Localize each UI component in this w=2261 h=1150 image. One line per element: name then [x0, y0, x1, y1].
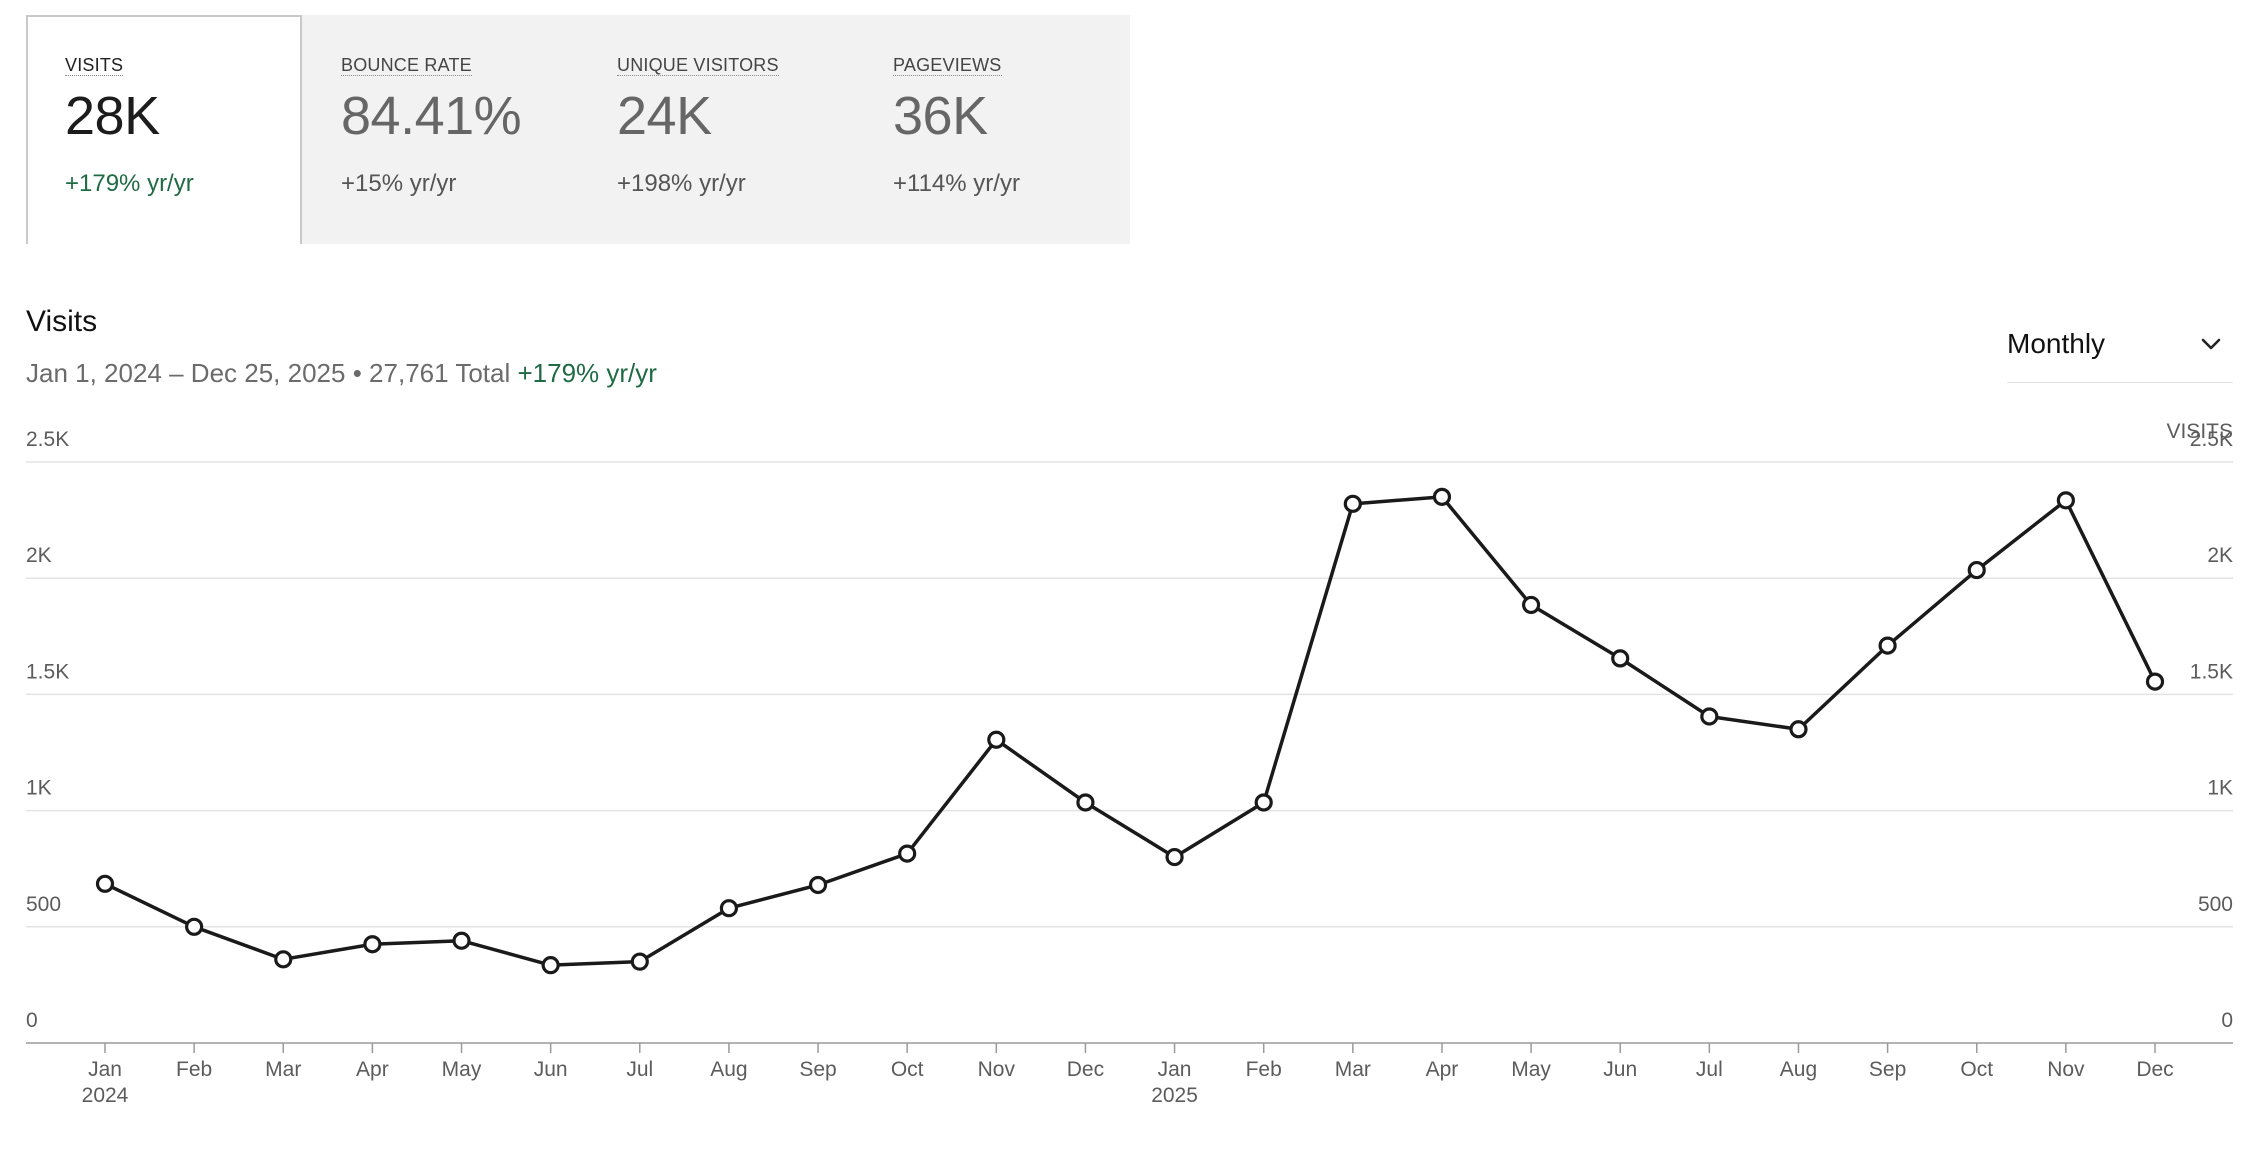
- tab-pageviews[interactable]: PAGEVIEWS 36K +114% yr/yr: [854, 15, 1130, 244]
- tab-visits[interactable]: VISITS 28K +179% yr/yr: [26, 15, 302, 244]
- tab-bounce-rate[interactable]: BOUNCE RATE 84.41% +15% yr/yr: [302, 15, 578, 244]
- x-axis: Jan 2024 Feb Mar Apr May Jun Jul Aug Sep Oct Nov Dec…: [82, 1043, 2174, 1107]
- x-tick-label: Feb: [176, 1058, 212, 1081]
- total-count: 27,761 Total: [369, 358, 511, 388]
- y-tick-label-right: 2K: [2207, 544, 2233, 567]
- data-point[interactable]: [2145, 672, 2165, 691]
- data-point[interactable]: [1878, 636, 1897, 655]
- data-point[interactable]: [898, 844, 917, 863]
- x-tick-label: Jun: [1603, 1058, 1637, 1081]
- dropdown-selected: Monthly: [2007, 328, 2106, 359]
- y-tick-label-right: 500: [2198, 893, 2233, 916]
- x-tick-label: Mar: [1335, 1058, 1371, 1081]
- y-tick-label-left: 1K: [26, 777, 52, 800]
- x-tick-label: Jul: [1696, 1058, 1723, 1081]
- x-tick-label: Jun: [534, 1058, 568, 1081]
- x-tick-label: Jan: [1158, 1058, 1192, 1081]
- tab-label: VISITS: [65, 55, 124, 76]
- x-year-label: 2025: [1151, 1084, 1198, 1107]
- x-tick-label: Sep: [799, 1058, 836, 1081]
- x-tick-label: May: [442, 1058, 482, 1081]
- data-point[interactable]: [541, 956, 560, 975]
- chart-title: Visits: [26, 305, 98, 338]
- total-change: +179% yr/yr: [517, 358, 657, 388]
- x-tick-label: Aug: [1780, 1058, 1817, 1081]
- date-range: Jan 1, 2024 – Dec 25, 2025: [26, 358, 346, 388]
- y-tick-label-right: 2.5K: [2190, 428, 2233, 451]
- tab-label: UNIQUE VISITORS: [617, 55, 779, 76]
- data-point[interactable]: [987, 730, 1006, 749]
- chart-subtitle: Jan 1, 2024 – Dec 25, 2025 • 27,761 Tota…: [26, 358, 657, 389]
- data-point[interactable]: [363, 935, 382, 954]
- y-axis-right: 0 500 1K 1.5K 2K 2.5K: [2190, 428, 2233, 1032]
- y-axis-left: 0 500 1K 1.5K 2K 2.5K: [26, 428, 69, 1032]
- data-point[interactable]: [185, 917, 204, 936]
- y-tick-label-left: 2.5K: [26, 428, 69, 451]
- tab-change: +114% yr/yr: [893, 170, 1020, 197]
- data-point[interactable]: [2056, 491, 2075, 510]
- data-point[interactable]: [1076, 793, 1095, 812]
- data-point[interactable]: [1700, 707, 1719, 726]
- data-point[interactable]: [719, 899, 739, 918]
- tab-unique-visitors[interactable]: UNIQUE VISITORS 24K +198% yr/yr: [578, 15, 854, 244]
- y-tick-label-right: 1.5K: [2190, 660, 2233, 683]
- x-tick-label: Oct: [1960, 1058, 1993, 1081]
- tab-change: +15% yr/yr: [341, 170, 457, 197]
- y-tick-label-right: 1K: [2207, 777, 2233, 800]
- data-point[interactable]: [630, 952, 649, 971]
- x-tick-label: Nov: [978, 1058, 1016, 1081]
- x-tick-label: Mar: [265, 1058, 301, 1081]
- data-point[interactable]: [808, 875, 828, 895]
- tab-value: 24K: [617, 86, 712, 146]
- x-tick-label: Jul: [626, 1058, 653, 1081]
- data-point[interactable]: [1165, 847, 1184, 867]
- x-tick-label: Dec: [1067, 1058, 1104, 1081]
- data-point[interactable]: [1432, 487, 1452, 506]
- y-tick-label-left: 500: [26, 893, 61, 916]
- data-point[interactable]: [1343, 494, 1362, 513]
- y-tick-label-right: 0: [2221, 1009, 2233, 1032]
- x-tick-label: May: [1511, 1058, 1551, 1081]
- data-point[interactable]: [1521, 595, 1541, 615]
- x-tick-label: Aug: [710, 1058, 747, 1081]
- x-tick-label: Apr: [1426, 1058, 1459, 1081]
- y-tick-label-left: 0: [26, 1009, 38, 1032]
- data-point[interactable]: [1254, 793, 1273, 812]
- y-tick-label-left: 1.5K: [26, 660, 69, 683]
- x-tick-label: Feb: [1246, 1058, 1282, 1081]
- tab-value: 36K: [893, 86, 988, 146]
- tab-change: +198% yr/yr: [617, 170, 746, 197]
- x-tick-label: Jan: [88, 1058, 122, 1081]
- chevron-down-icon: [2201, 338, 2221, 350]
- data-point[interactable]: [95, 874, 115, 893]
- data-point[interactable]: [1789, 720, 1808, 739]
- grid-lines: [26, 461, 2233, 1044]
- metric-tabs: VISITS 28K +179% yr/yr BOUNCE RATE 84.41…: [26, 15, 1130, 244]
- tab-value: 28K: [65, 86, 160, 146]
- x-tick-label: Oct: [891, 1058, 924, 1081]
- x-tick-label: Nov: [2047, 1058, 2085, 1081]
- tab-change: +179% yr/yr: [65, 170, 194, 197]
- y-axis-title: VISITS: [2166, 420, 2233, 443]
- x-tick-label: Sep: [1869, 1058, 1906, 1081]
- x-year-label: 2024: [82, 1084, 129, 1107]
- tab-label: BOUNCE RATE: [341, 55, 472, 76]
- series-visits: [95, 487, 2165, 975]
- data-point[interactable]: [452, 931, 471, 950]
- tab-value: 84.41%: [341, 86, 522, 146]
- separator-dot: •: [352, 358, 362, 388]
- x-tick-label: Apr: [356, 1058, 389, 1081]
- tab-label: PAGEVIEWS: [893, 55, 1002, 76]
- data-point[interactable]: [274, 950, 293, 969]
- x-tick-label: Dec: [2136, 1058, 2173, 1081]
- y-tick-label-left: 2K: [26, 544, 52, 567]
- data-point[interactable]: [1611, 649, 1630, 668]
- series-line: [104, 495, 2157, 967]
- data-point[interactable]: [1967, 560, 1986, 580]
- granularity-dropdown[interactable]: Monthly: [2007, 318, 2233, 383]
